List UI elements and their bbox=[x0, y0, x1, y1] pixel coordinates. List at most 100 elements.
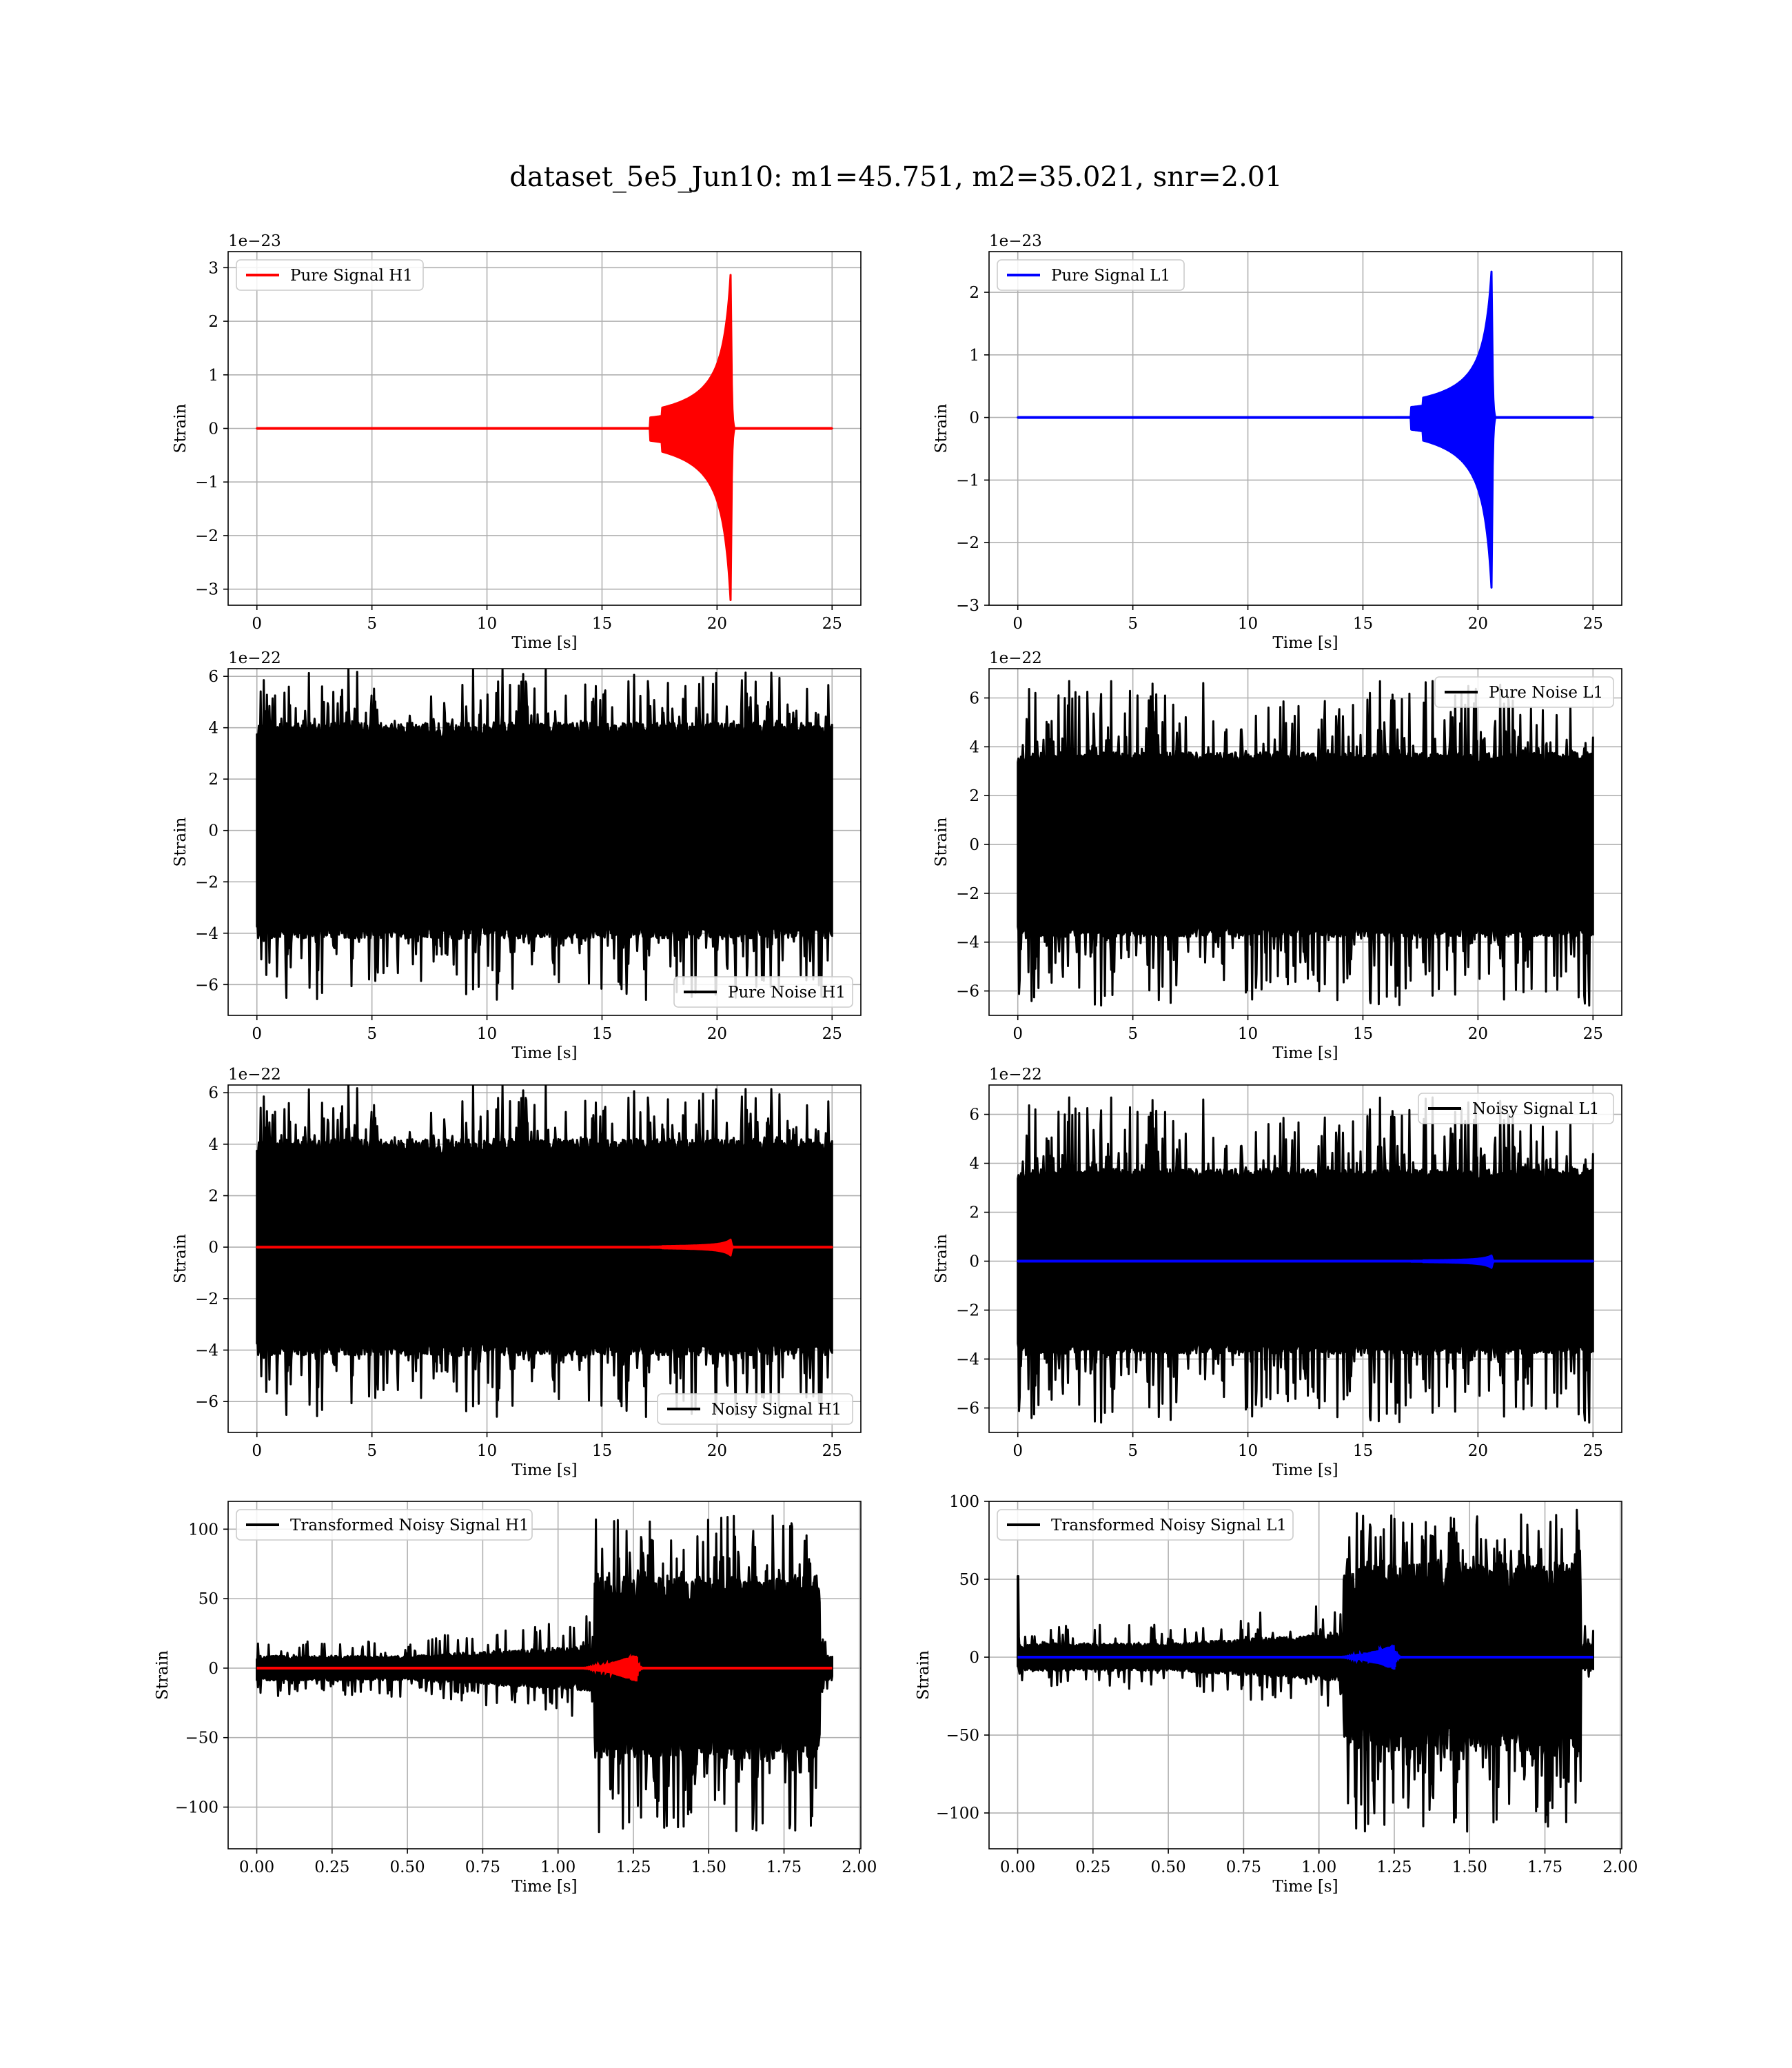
x-tick-label: 5 bbox=[367, 615, 377, 633]
y-tick-label: 100 bbox=[188, 1521, 218, 1539]
x-tick-label: 25 bbox=[1583, 1442, 1603, 1460]
series-group bbox=[1017, 680, 1594, 1007]
x-tick-label: 15 bbox=[1353, 615, 1373, 633]
y-axis-label: Strain bbox=[933, 817, 950, 866]
series-group bbox=[256, 1514, 833, 1834]
legend: Pure Noise H1 bbox=[673, 976, 853, 1008]
y-tick-label: 6 bbox=[208, 668, 218, 686]
y-tick-label: −6 bbox=[195, 1393, 218, 1411]
x-axis-label: Time [s] bbox=[1272, 634, 1338, 652]
y-tick-label: 50 bbox=[959, 1571, 979, 1589]
x-tick-label: 1.50 bbox=[1452, 1858, 1487, 1876]
x-tick-label: 15 bbox=[1353, 1442, 1373, 1460]
axes-frame bbox=[227, 1084, 862, 1433]
y-tick-label: −100 bbox=[175, 1799, 218, 1817]
y-tick-label: −1 bbox=[195, 474, 218, 491]
y-tick-label: 6 bbox=[969, 1106, 979, 1124]
y-axis-label: Strain bbox=[172, 817, 190, 866]
x-tick-label: 0.75 bbox=[1226, 1858, 1261, 1876]
x-axis-label: Time [s] bbox=[1272, 1878, 1338, 1896]
legend: Pure Signal H1 bbox=[236, 259, 424, 291]
x-tick-label: 1.50 bbox=[691, 1858, 726, 1876]
y-tick-label: −1 bbox=[956, 472, 979, 489]
y-tick-label: −6 bbox=[956, 983, 979, 1001]
x-tick-label: 25 bbox=[822, 1025, 842, 1043]
y-axis-label: Strain bbox=[933, 1234, 950, 1284]
x-tick-label: 0 bbox=[1012, 1442, 1023, 1460]
series-transformed-noisy-signal-l1 bbox=[1017, 1508, 1594, 1833]
legend-label: Pure Noise L1 bbox=[1489, 684, 1603, 702]
x-tick-label: 25 bbox=[822, 1442, 842, 1460]
x-axis-label: Time [s] bbox=[511, 1044, 577, 1062]
y-tick-label: 4 bbox=[208, 720, 218, 738]
y-axis-label: Strain bbox=[172, 1234, 190, 1284]
y-tick-label: 2 bbox=[969, 1204, 979, 1222]
x-tick-label: 0.00 bbox=[1000, 1858, 1035, 1876]
x-tick-label: 5 bbox=[367, 1025, 377, 1043]
axes-frame bbox=[988, 251, 1622, 606]
x-tick-label: 0.50 bbox=[389, 1858, 425, 1876]
y-tick-label: −2 bbox=[956, 885, 979, 903]
x-tick-label: 0 bbox=[1012, 615, 1023, 633]
y-tick-label: 0 bbox=[969, 409, 979, 427]
x-tick-label: 15 bbox=[592, 615, 612, 633]
series-group bbox=[1017, 1508, 1594, 1833]
x-tick-label: 20 bbox=[1468, 615, 1488, 633]
y-tick-label: −2 bbox=[195, 1290, 218, 1308]
y-axis-label: Strain bbox=[933, 403, 950, 453]
axes-frame bbox=[227, 668, 862, 1016]
x-tick-label: 20 bbox=[707, 1442, 727, 1460]
x-tick-label: 20 bbox=[1468, 1025, 1488, 1043]
series-group bbox=[1017, 270, 1594, 589]
y-tick-label: 6 bbox=[208, 1084, 218, 1102]
legend-box bbox=[1434, 676, 1614, 708]
legend: Noisy Signal L1 bbox=[1418, 1093, 1614, 1124]
y-tick-label: −2 bbox=[195, 527, 218, 545]
legend-label: Transformed Noisy Signal L1 bbox=[1051, 1517, 1287, 1534]
legend: Transformed Noisy Signal H1 bbox=[236, 1509, 533, 1541]
y-tick-label: −2 bbox=[956, 534, 979, 552]
y-tick-label: −2 bbox=[195, 873, 218, 891]
legend-box bbox=[236, 259, 424, 291]
x-tick-label: 2.00 bbox=[1602, 1858, 1638, 1876]
x-tick-label: 0.00 bbox=[239, 1858, 274, 1876]
subplot-h1_transformed: 0.00 0.25 0.50 0.75 1.00 1.25 1.50 1.75 2.00 −100… bbox=[154, 1501, 877, 1896]
y-tick-label: −3 bbox=[195, 581, 218, 599]
x-tick-label: 10 bbox=[1238, 1025, 1258, 1043]
y-tick-label: 2 bbox=[969, 284, 979, 302]
axes-frame bbox=[988, 1501, 1622, 1849]
figure-title: dataset_5e5_Jun10: m1=45.751, m2=35.021,… bbox=[509, 161, 1282, 193]
x-axis-label: Time [s] bbox=[1272, 1461, 1338, 1479]
x-tick-label: 0.75 bbox=[465, 1858, 500, 1876]
legend-label: Noisy Signal L1 bbox=[1472, 1100, 1599, 1118]
x-tick-label: 10 bbox=[477, 1025, 497, 1043]
legend-label: Transformed Noisy Signal H1 bbox=[290, 1517, 529, 1534]
x-tick-label: 10 bbox=[1238, 1442, 1258, 1460]
subplot-l1_signal: 0 5 10 15 20 25 −3 −2 −1 0 1 2 Time [s] Strain 1e−23 Pu… bbox=[933, 232, 1622, 652]
y-tick-label: −2 bbox=[956, 1302, 979, 1320]
y-tick-label: −3 bbox=[956, 597, 979, 615]
y-tick-label: 2 bbox=[208, 1188, 218, 1206]
legend-box bbox=[1418, 1093, 1614, 1124]
x-tick-label: 1.75 bbox=[1527, 1858, 1562, 1876]
x-tick-label: 1.25 bbox=[615, 1858, 651, 1876]
legend-box bbox=[997, 1509, 1294, 1541]
y-tick-label: 3 bbox=[208, 259, 218, 277]
x-axis-label: Time [s] bbox=[511, 1461, 577, 1479]
y-tick-label: 2 bbox=[969, 787, 979, 805]
legend-label: Pure Noise H1 bbox=[728, 984, 846, 1002]
legend-label: Noisy Signal H1 bbox=[711, 1401, 842, 1419]
y-tick-label: 2 bbox=[208, 313, 218, 331]
y-tick-label: −50 bbox=[946, 1727, 979, 1745]
x-tick-label: 25 bbox=[1583, 615, 1603, 633]
x-tick-label: 1.75 bbox=[766, 1858, 802, 1876]
y-tick-label: 4 bbox=[969, 738, 979, 756]
series-pure-signal-h1 bbox=[256, 274, 833, 601]
subplot-h1_noisy: 0 5 10 15 20 25 −6 −4 −2 0 2 4 6 Time [s] Strain 1e−22 N… bbox=[172, 1066, 862, 1479]
x-tick-label: 0.25 bbox=[314, 1858, 349, 1876]
y-tick-label: 0 bbox=[208, 1239, 218, 1257]
y-offset-text: 1e−23 bbox=[228, 232, 281, 250]
y-tick-label: 0 bbox=[208, 1660, 218, 1678]
series-transformed-noisy-signal-h1 bbox=[256, 1514, 833, 1834]
